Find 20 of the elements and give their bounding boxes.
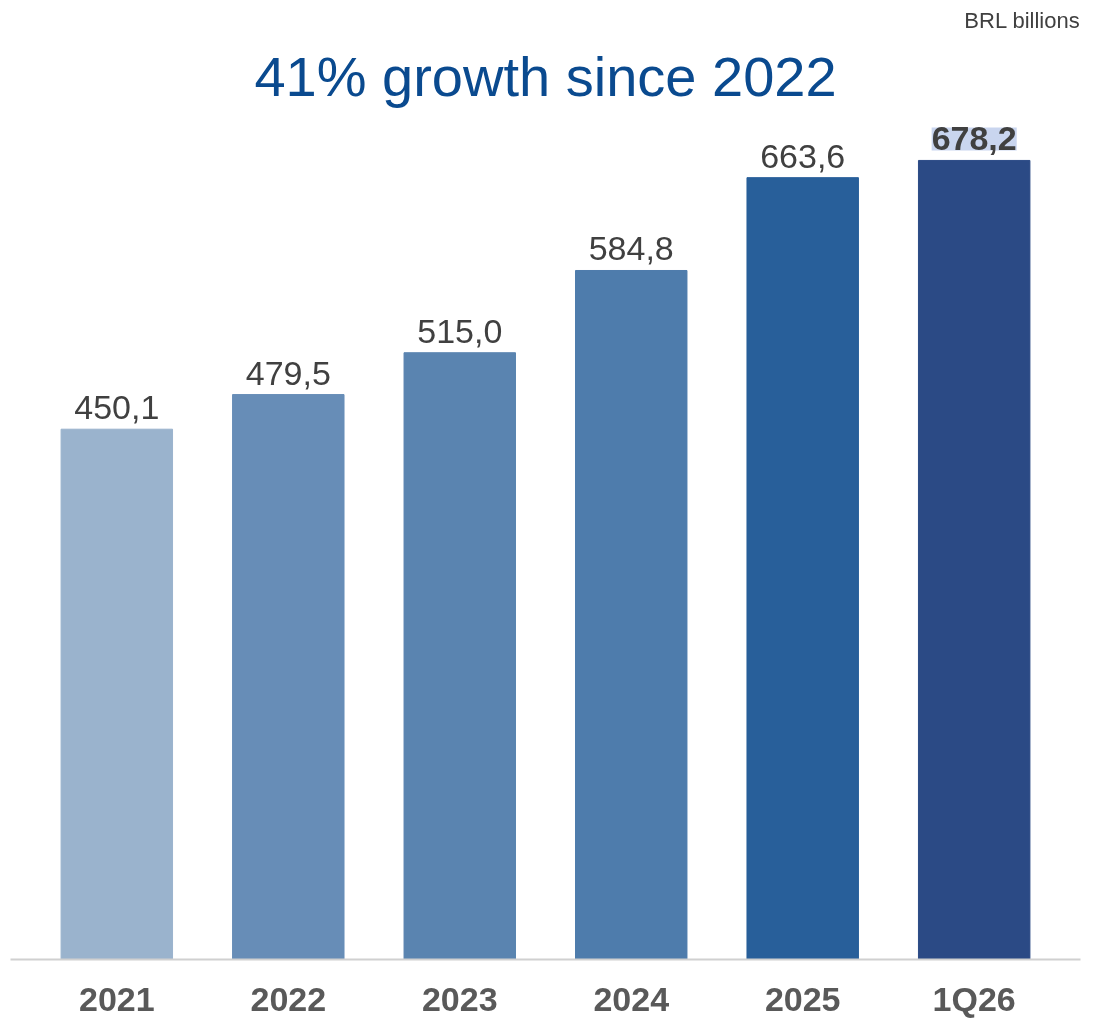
x-tick-label: 2024 — [593, 979, 670, 1018]
x-tick-label: 2021 — [79, 979, 155, 1018]
data-label: 479,5 — [245, 353, 331, 392]
chart-title: 41% growth since 2022 — [254, 44, 837, 108]
bar — [232, 394, 345, 960]
data-label: 584,8 — [588, 229, 674, 268]
data-label: 450,1 — [74, 388, 160, 427]
bar — [575, 269, 688, 960]
x-tick-label: 2023 — [421, 979, 498, 1018]
x-tick-label: 2025 — [764, 979, 841, 1018]
bar — [746, 177, 859, 960]
data-label: 678,2 — [931, 119, 1017, 158]
bar — [60, 428, 174, 960]
text: BRL billions — [964, 7, 1080, 33]
data-label: 515,0 — [417, 311, 503, 350]
x-tick-label: 2022 — [250, 979, 327, 1018]
bar — [403, 352, 516, 960]
data-label: 663,6 — [760, 136, 846, 175]
x-tick-label: 1Q26 — [932, 979, 1016, 1018]
bar — [917, 159, 1031, 960]
